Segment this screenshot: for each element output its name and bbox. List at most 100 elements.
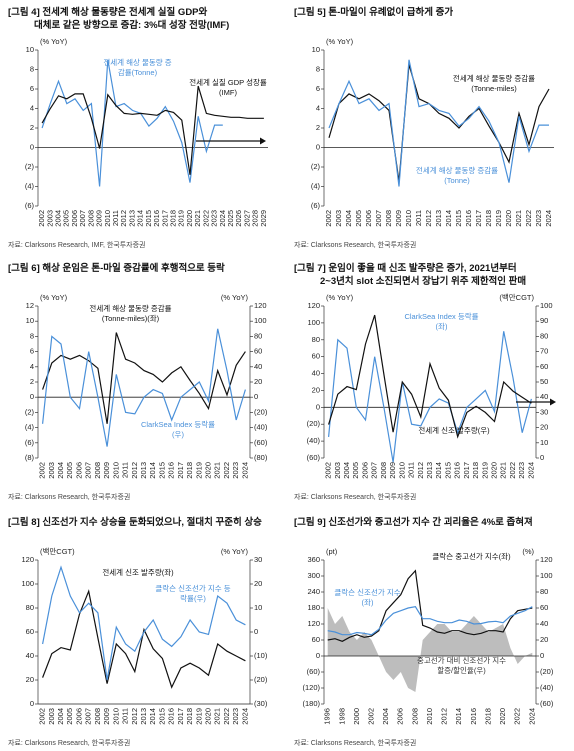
y-tick-label: 40 [540,392,548,401]
x-tick-label: 2006 [74,708,83,725]
series-label: ClarkSea Index 등락률(좌) [404,312,479,331]
x-tick-label: 2019 [494,210,503,227]
x-tick-label: 2018 [484,210,493,227]
y-tick-label: 12 [26,301,34,310]
x-tick-label: 2022 [222,462,231,479]
x-tick-label: 2002 [38,708,47,725]
x-tick-label: 2023 [210,210,219,227]
x-tick-label: 2021 [499,462,508,479]
y-tick-label: (40) [307,436,321,445]
y-tick-label: 4 [30,362,34,371]
x-tick-label: 2024 [526,462,535,479]
chart-title: [그림 6] 해상 운임은 톤-마일 증감률에 후행적으로 등락 [8,262,225,275]
title-line: [그림 6] 해상 운임은 톤-마일 증감률에 후행적으로 등락 [8,263,225,274]
y-tick-label: 10 [540,438,548,447]
source-note: 자료: Clarksons Research, 한국투자증권 [8,740,131,747]
x-tick-label: 2007 [84,708,93,725]
x-tick-label: 2009 [388,462,397,479]
y-tick-label: 8 [316,64,320,73]
x-tick-label: 2024 [240,708,249,725]
x-tick-label: 2011 [407,462,416,478]
plot: 0 20 40 60 80 100 120 (백만CGT) (30) (20) (10) 0 10 20 3… [21,546,268,725]
y-tick-label: 70 [540,347,548,356]
y-tick-label: 60 [540,603,548,612]
x-tick-label: 2013 [434,210,443,227]
series-label: 전세계 신조 발주량(우) [418,426,490,435]
x-tick-label: 2003 [333,462,342,479]
y-tick-label: 240 [307,587,320,596]
x-tick-label: 2023 [231,708,240,725]
x-tick-label: 2005 [354,210,363,227]
x-tick-label: 2004 [344,210,353,227]
x-tick-label: 2018 [169,210,178,227]
x-tick-label: 2019 [194,708,203,725]
x-tick-label: 2014 [136,210,145,227]
x-tick-label: 2029 [259,210,268,227]
x-tick-label: 2003 [47,462,56,479]
x-tick-label: 2011 [414,210,423,226]
x-tick-label: 2005 [351,462,360,479]
series-label: 클락슨 중고선가 지수(좌) [432,552,511,561]
line-series [42,328,246,447]
x-tick-label: 2022 [222,708,231,725]
title-line: 2~3년치 slot 소진되면서 장납기 위주 제한적인 판매 [320,276,527,287]
plot: (60) (40) (20) 0 20 40 60 80 100 120 (% YoY) 0 10 20 3… [307,292,556,479]
y-tick-label: (60) [254,438,268,447]
y-tick-label: (60) [307,667,321,676]
line-series [328,59,549,187]
y-tick-label: 10 [26,45,34,54]
x-tick-label: 2008 [93,708,102,725]
y-tick-label: (6) [25,201,35,210]
y-tick-label: 20 [540,423,548,432]
x-tick-label: 2017 [160,210,169,227]
chart-title: [그림 7] 운임이 좋을 때 신조 발주량은 증가, 2021년부터 2~3년치… [294,262,526,288]
y-tick-label: (20) [254,407,268,416]
y-tick-label: 80 [254,331,262,340]
y-tick-label: (180) [302,699,320,708]
series-label: 클락슨 신조선가 지수 등락률(우) [155,584,231,603]
y-tick-label: 120 [21,555,34,564]
x-tick-label: 2002 [38,462,47,479]
x-tick-label: 2023 [231,462,240,479]
y-axis-label: (% YoY) [326,293,354,302]
x-tick-label: 2008 [86,210,95,227]
x-tick-label: 2016 [469,708,478,725]
x-tick-label: 2024 [218,210,227,227]
line-series [327,606,533,636]
y-tick-label: 100 [540,301,553,310]
y-tick-label: 10 [254,603,262,612]
chart-panel: [그림 7] 운임이 좋을 때 신조 발주량은 증가, 2021년부터 2~3년치… [294,262,566,502]
x-tick-label: 2014 [148,462,157,479]
x-tick-label: 2013 [127,210,136,227]
y-tick-label: (10) [254,651,268,660]
y-tick-label: 20 [254,579,262,588]
title-line: [그림 4] 전세계 해상 물동량은 전세계 실질 GDP와 [8,7,208,18]
y-tick-label: 60 [540,362,548,371]
y-tick-label: 40 [312,369,320,378]
x-tick-label: 2026 [234,210,243,227]
y-tick-label: (30) [254,699,268,708]
x-tick-label: 2020 [490,462,499,479]
x-tick-label: 2015 [443,462,452,479]
y-tick-label: 0 [30,699,34,708]
x-tick-label: 2012 [130,462,139,479]
x-tick-label: 2017 [462,462,471,479]
x-tick-label: 2021 [514,210,523,227]
series-label: 전세계 신조 발주량(좌) [102,568,174,577]
y-tick-label: 6 [316,84,320,93]
x-tick-label: 2020 [204,708,213,725]
title-line: [그림 5] 톤-마일이 유례없이 급하게 증가 [294,7,454,18]
x-tick-label: 2017 [474,210,483,227]
x-tick-label: 2012 [416,462,425,479]
title-line: 대체로 같은 방향으로 증감: 3%대 성장 전망(IMF) [34,20,230,31]
y-tick-label: 20 [312,385,320,394]
y-tick-label: 6 [30,347,34,356]
title-line: [그림 8] 신조선가 지수 상승을 둔화되었으나, 절대치 꾸준히 상승 [8,517,262,528]
source-note: 자료: Clarksons Research, 한국투자증권 [294,242,417,249]
x-tick-label: 2011 [121,462,130,478]
y2-axis-label: (%) [522,547,534,556]
